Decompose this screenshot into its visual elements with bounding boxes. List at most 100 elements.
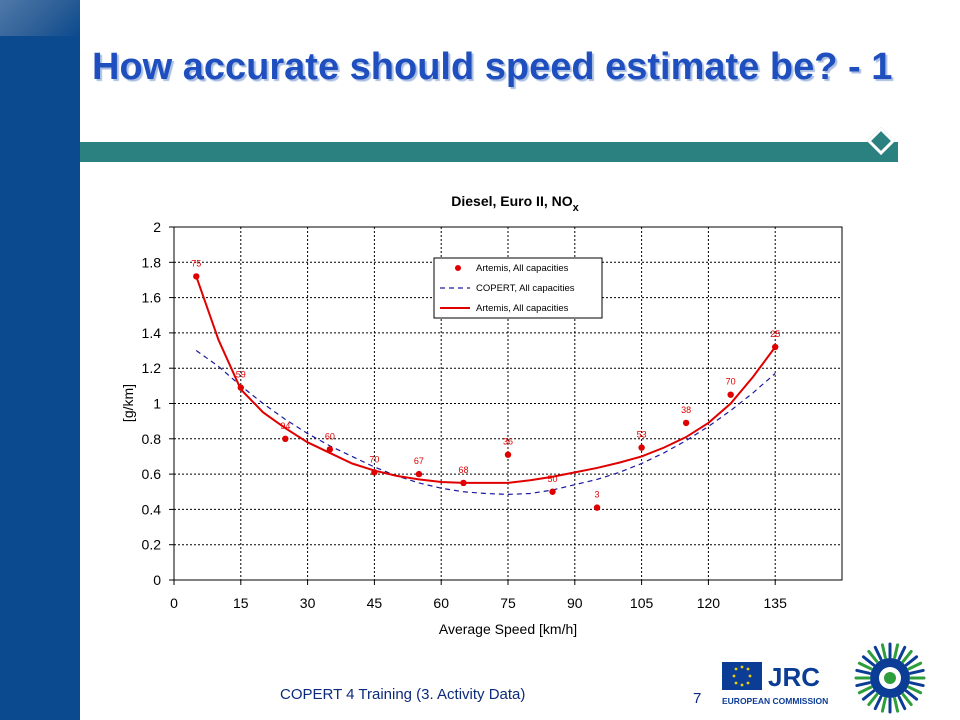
sunburst-ray [893, 696, 900, 713]
sunburst-ray [897, 645, 907, 661]
data-point-marker [193, 273, 200, 280]
series-lines [195, 276, 777, 495]
sunburst-ray [867, 692, 879, 707]
x-tick-label: 75 [500, 595, 516, 611]
sunburst-ray [855, 681, 872, 688]
x-tick-label: 0 [170, 595, 178, 611]
logo-subtext: EUROPEAN COMMISSION [722, 696, 828, 706]
sidebar-map-texture [0, 0, 80, 36]
x-tick-label: 90 [567, 595, 583, 611]
chart-title: Diesel, Euro II, NOx [451, 193, 579, 214]
legend-label-artemis-curve: Artemis, All capacities [476, 303, 569, 314]
data-point-marker [772, 343, 779, 351]
x-tick-label: 15 [233, 595, 249, 611]
sunburst-ray [901, 692, 913, 707]
data-point-label: 94 [280, 421, 290, 431]
sunburst-ray [893, 643, 900, 660]
y-tick-label: 0.2 [142, 537, 162, 553]
data-point-marker [682, 419, 690, 427]
sunburst-ray [855, 668, 872, 675]
y-tick-label: 0 [153, 572, 161, 588]
data-point-label: 75 [191, 258, 201, 268]
data-point-label: 59 [236, 370, 246, 380]
data-point-marker [593, 504, 601, 511]
left-sidebar-band [0, 0, 80, 720]
legend-marker-artemis-points [455, 265, 461, 271]
x-tick-labels: 0 15 30 45 60 75 90 105 120 135 [170, 580, 787, 611]
data-point-label: 36 [503, 437, 513, 447]
sunburst-ray [857, 685, 873, 695]
y-tick-label: 0.4 [142, 501, 162, 517]
data-point-marker [460, 479, 467, 487]
legend-label-artemis-points: Artemis, All capacities [476, 263, 569, 274]
jrc-logo: JRC EUROPEAN COMMISSION [722, 642, 926, 714]
sunburst-ray [880, 643, 887, 660]
data-point-marker [371, 469, 378, 476]
data-markers [193, 273, 779, 511]
y-tick-label: 1.6 [142, 290, 162, 306]
y-tick-label: 1.2 [142, 360, 162, 376]
y-tick-label: 0.6 [142, 466, 162, 482]
logo-jrc-text: JRC [768, 662, 820, 692]
legend-label-copert: COPERT, All capacities [476, 283, 575, 294]
data-point-label: 38 [681, 405, 691, 415]
sunburst-ray [904, 655, 919, 667]
sunburst-ray [901, 649, 913, 664]
data-point-label: 53 [637, 430, 647, 440]
data-point-label: 67 [414, 456, 424, 466]
slide-title: How accurate should speed estimate be? -… [92, 46, 893, 88]
sunburst-ray [861, 655, 876, 667]
x-axis-label: Average Speed [km/h] [439, 621, 577, 637]
y-tick-label: 1.4 [142, 325, 162, 341]
data-point-marker [237, 384, 244, 391]
y-axis-label: [g/km] [120, 384, 136, 422]
sunburst-ray [873, 695, 883, 711]
chart: Diesel, Euro II, NOx 0 15 30 45 60 75 90 105 120… [120, 193, 843, 637]
data-point-marker [638, 444, 645, 451]
jrc-sunburst-icon [854, 642, 926, 714]
data-point-marker [326, 446, 334, 453]
sunburst-ray [908, 668, 925, 675]
data-point-marker [415, 470, 423, 478]
data-point-label: 70 [369, 454, 379, 464]
sunburst-ray [897, 695, 907, 711]
y-tick-label: 1 [153, 396, 161, 412]
data-point-marker [549, 488, 556, 495]
x-tick-label: 60 [433, 595, 449, 611]
footer-text: COPERT 4 Training (3. Activity Data) [280, 686, 526, 703]
y-tick-labels: 0 0.2 0.4 0.6 0.8 1 1.2 1.4 1.6 1.8 2 [142, 219, 174, 588]
legend: Artemis, All capacities COPERT, All capa… [433, 257, 603, 319]
sunburst-ray [907, 661, 923, 671]
artemis-solid-curve [195, 276, 777, 484]
x-tick-label: 105 [630, 595, 654, 611]
sunburst-ray [880, 696, 887, 713]
data-point-label: 50 [548, 474, 558, 484]
page-number: 7 [693, 690, 702, 707]
title-underline-bar [80, 142, 898, 162]
data-point-marker [504, 451, 512, 458]
sunburst-ray [907, 685, 923, 695]
x-tick-label: 30 [300, 595, 316, 611]
eu-stars [732, 665, 752, 687]
data-point-label: 70 [726, 377, 736, 387]
y-tick-label: 1.8 [142, 254, 162, 270]
x-tick-label: 120 [697, 595, 721, 611]
data-point-label: 3 [595, 490, 600, 500]
sunburst-ray [873, 645, 883, 661]
x-tick-label: 135 [764, 595, 788, 611]
y-tick-label: 0.8 [142, 431, 162, 447]
chart-title-main: Diesel, Euro II, NO [451, 193, 572, 209]
data-labels: 75 59 94 60 70 67 68 36 50 3 53 38 70 25 [191, 258, 780, 499]
x-tick-label: 45 [367, 595, 383, 611]
sunburst-ray [857, 661, 873, 671]
copert-dashed-line [195, 350, 776, 495]
data-point-label: 60 [325, 431, 335, 441]
data-point-label: 68 [458, 465, 468, 475]
sunburst-ray [867, 649, 879, 664]
y-tick-label: 2 [153, 219, 161, 235]
chart-title-subscript: x [573, 202, 580, 214]
sunburst-ray [908, 681, 925, 688]
sunburst-ray [904, 689, 919, 701]
data-point-marker [727, 391, 734, 398]
data-point-marker [282, 435, 289, 442]
